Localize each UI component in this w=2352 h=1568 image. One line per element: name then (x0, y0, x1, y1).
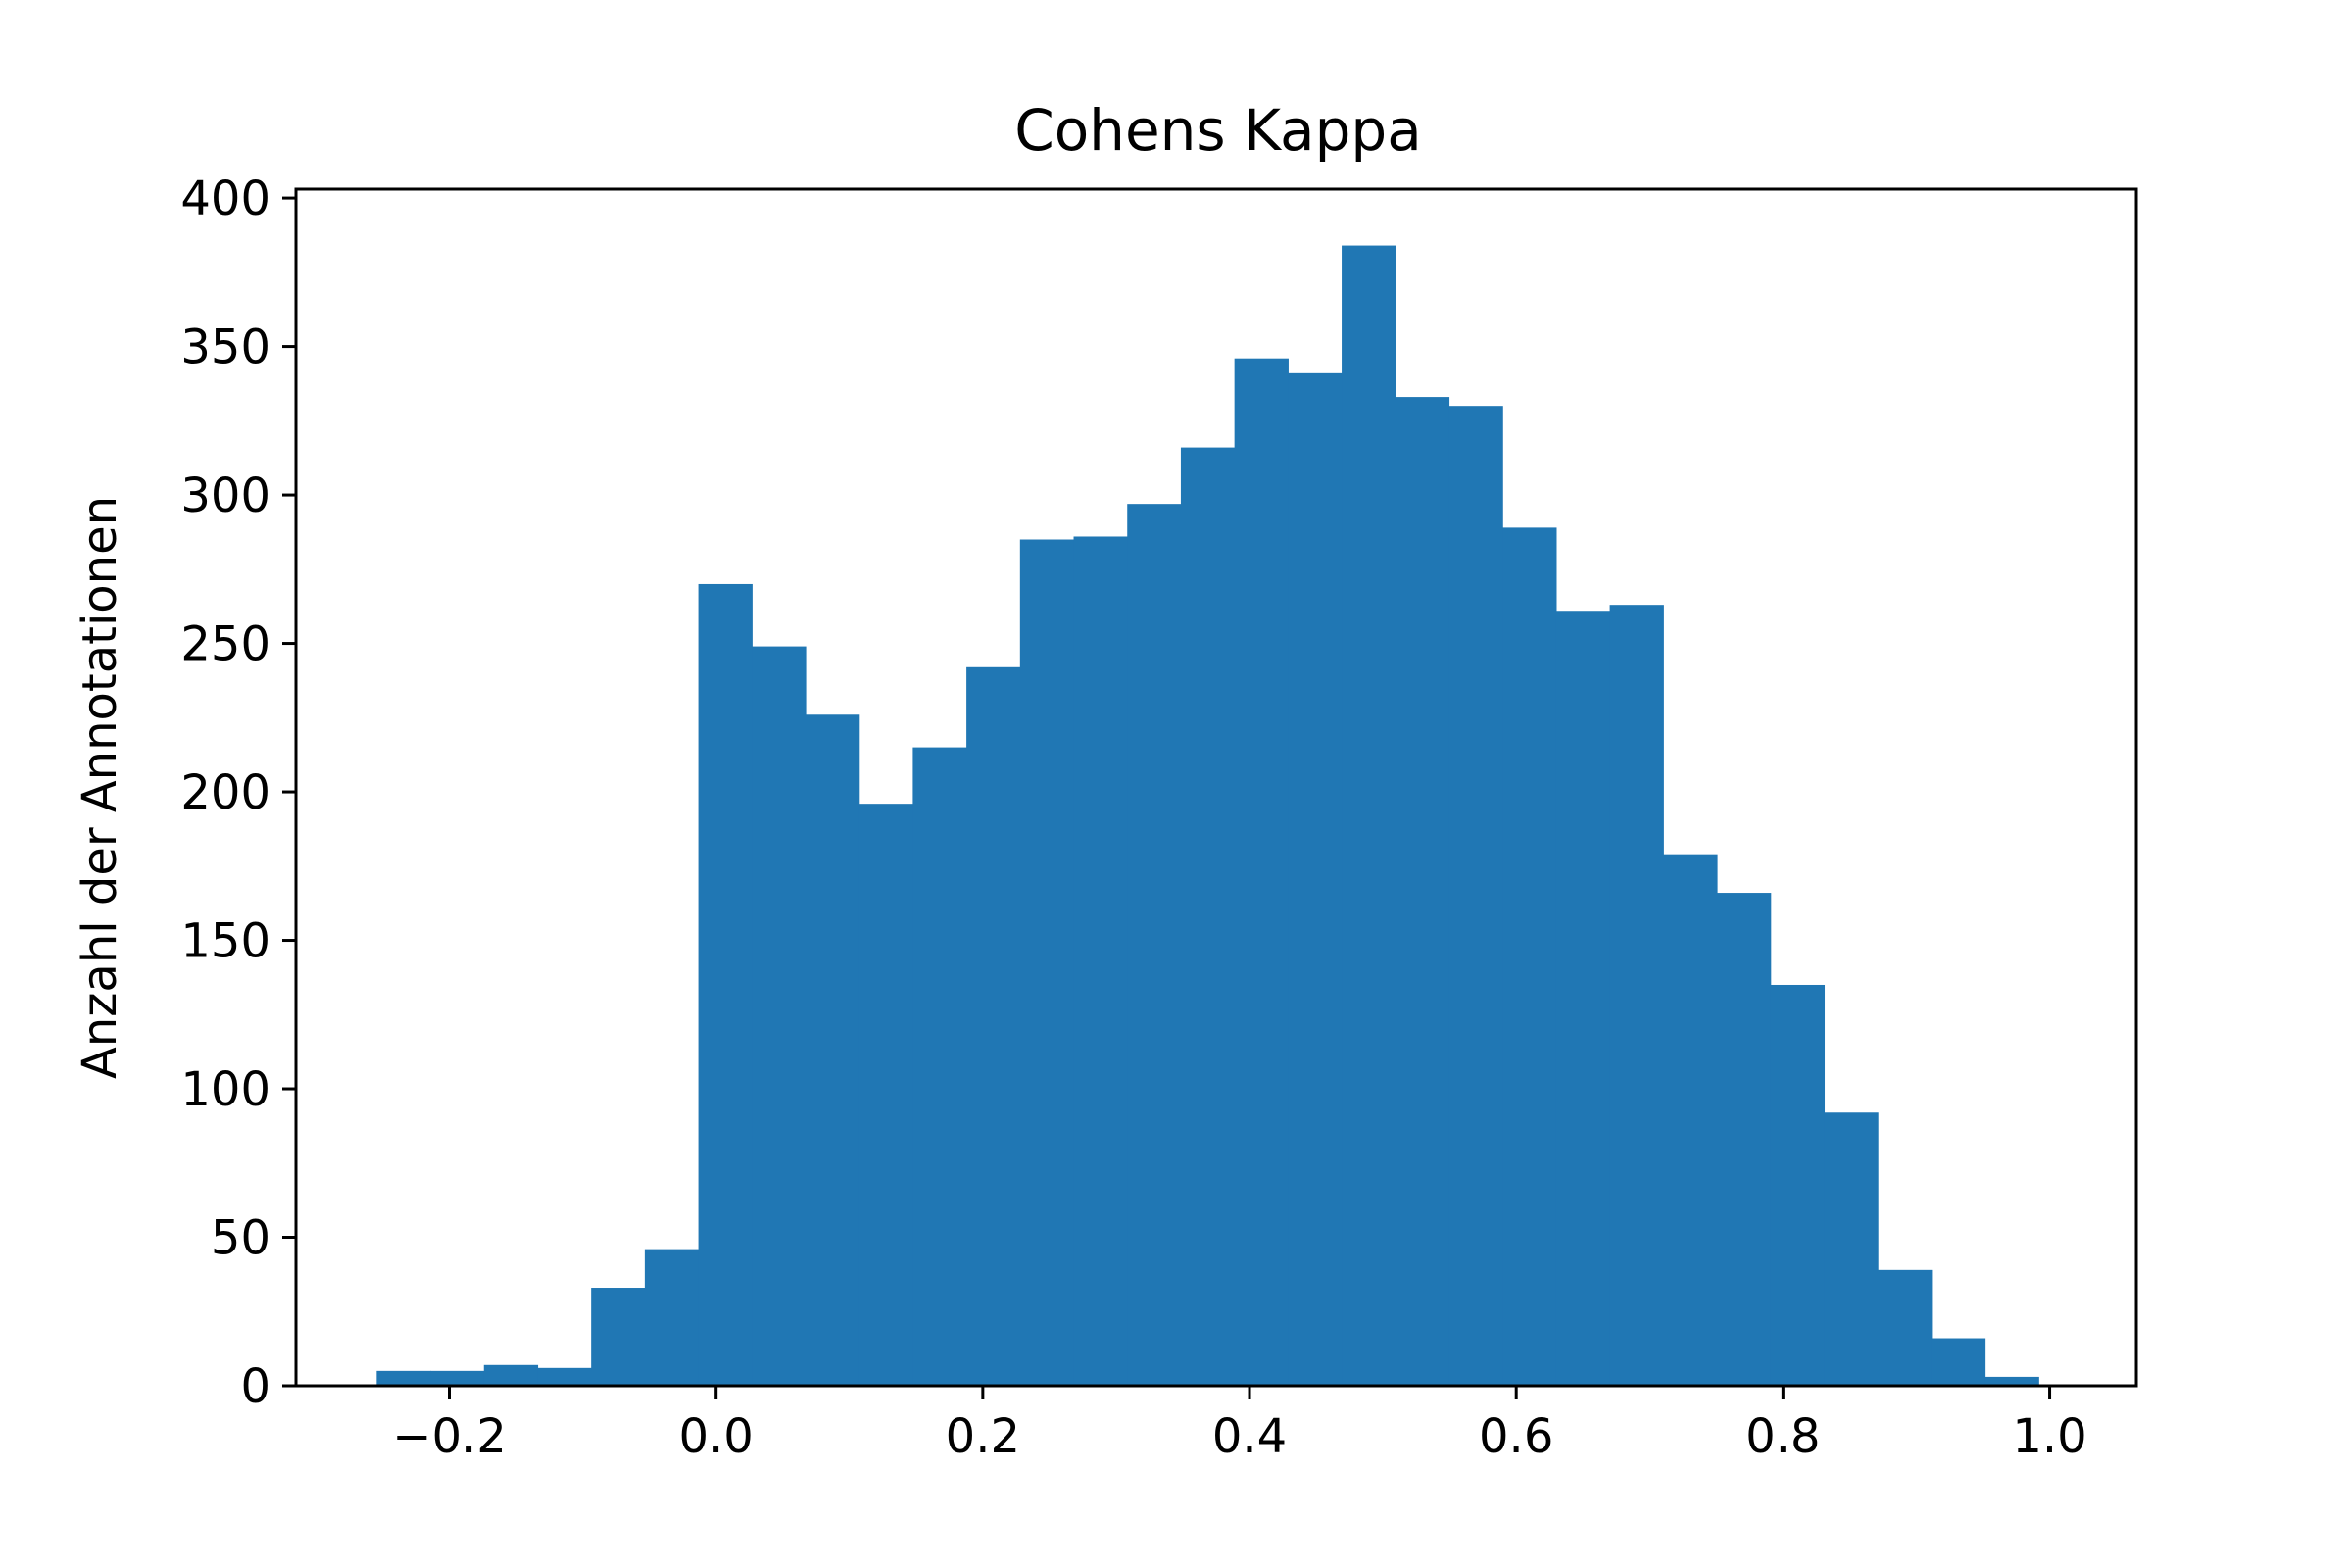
histogram-bar (483, 1364, 539, 1386)
histogram-bar (1019, 539, 1075, 1386)
histogram-bar (1824, 1112, 1879, 1386)
histogram-bar (1984, 1376, 2039, 1386)
histogram-bar (1180, 447, 1236, 1386)
histogram-bar (1770, 984, 1826, 1386)
bars (376, 245, 2039, 1387)
histogram-bar (912, 747, 967, 1386)
histogram-bar (1717, 893, 1772, 1386)
x-axis: −0.2 0.0 0.2 0.4 0.6 0.8 1.0 (392, 1386, 2087, 1464)
x-tick-label: 1.0 (2012, 1409, 2086, 1464)
histogram-bar (1234, 358, 1289, 1386)
histogram-bar (1878, 1269, 1933, 1386)
histogram-bar (1288, 372, 1343, 1386)
histogram-bar (858, 804, 914, 1386)
histogram-bar (805, 714, 860, 1386)
histogram-bar (1342, 245, 1396, 1386)
histogram-bar (1502, 527, 1557, 1386)
histogram-bar (537, 1367, 592, 1386)
y-tick-label: 0 (240, 1359, 270, 1414)
y-axis: 0 50 100 150 200 250 300 350 400 (180, 172, 296, 1414)
y-tick-label: 150 (180, 914, 270, 969)
plot-frame (294, 187, 2138, 1388)
y-tick-label: 100 (180, 1062, 270, 1117)
x-tick-label: 0.6 (1479, 1409, 1553, 1464)
x-tick-label: 0.2 (946, 1409, 1020, 1464)
histogram-bar (698, 583, 753, 1386)
histogram-bar (966, 666, 1021, 1386)
x-tick-label: 0.0 (679, 1409, 754, 1464)
histogram-bar (1448, 406, 1503, 1386)
histogram-bar (752, 646, 807, 1386)
histogram-bar (1609, 605, 1664, 1386)
x-tick-label: 0.8 (1745, 1409, 1820, 1464)
y-tick-label: 300 (180, 468, 270, 523)
y-tick-label: 400 (180, 172, 270, 226)
chart-title: Cohens Kappa (1014, 97, 1422, 164)
x-tick-label: 0.4 (1212, 1409, 1287, 1464)
y-tick-label: 50 (211, 1211, 270, 1266)
histogram-bar (1073, 536, 1128, 1386)
histogram-bar (1663, 854, 1718, 1386)
y-tick-label: 250 (180, 617, 270, 672)
histogram-bar (1931, 1338, 1986, 1386)
y-tick-label: 350 (180, 320, 270, 375)
histogram-bar (591, 1288, 646, 1386)
histogram-bar (430, 1370, 485, 1386)
y-tick-label: 200 (180, 765, 270, 820)
histogram-bar (1555, 611, 1611, 1386)
y-axis-label: Anzahl der Annotationen (73, 496, 127, 1079)
x-tick-label: −0.2 (392, 1409, 507, 1464)
histogram-bar (1127, 504, 1182, 1386)
histogram-bar (644, 1249, 700, 1386)
histogram-bar (376, 1370, 431, 1386)
histogram-bar (1395, 397, 1450, 1387)
